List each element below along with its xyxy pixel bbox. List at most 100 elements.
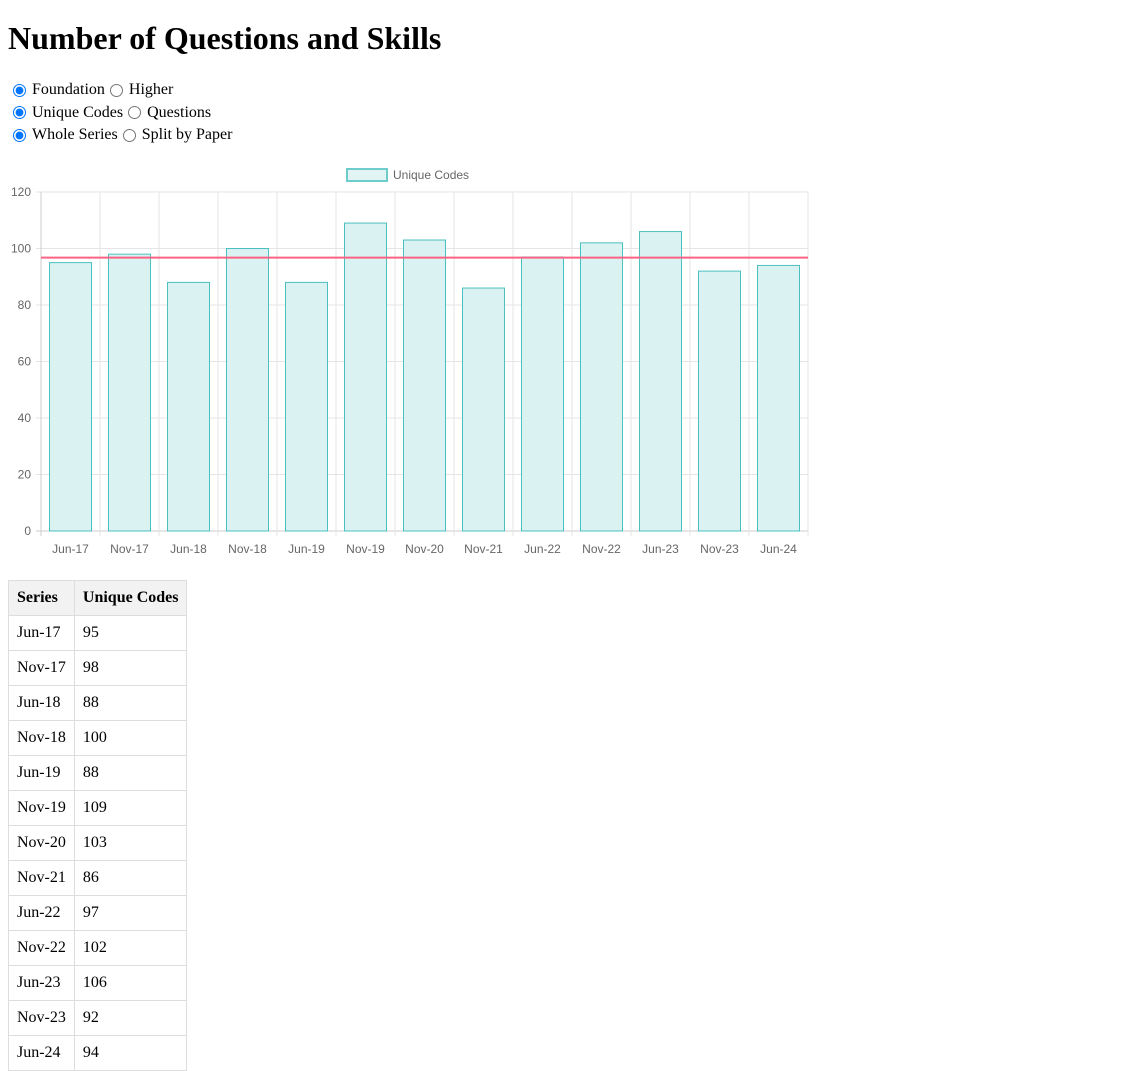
radio-button[interactable] [109, 83, 123, 97]
bar [344, 222, 387, 532]
bar [521, 256, 564, 532]
cell-value: 109 [73, 790, 188, 826]
radio-option[interactable]: Unique Codes [8, 103, 123, 123]
cell-series: Jun-22 [8, 895, 75, 931]
cell-value: 103 [73, 825, 188, 861]
cell-value: 92 [73, 1000, 188, 1036]
cell-series: Jun-18 [8, 685, 75, 721]
y-tick-label: 40 [18, 411, 32, 425]
bar [403, 239, 446, 532]
bar [462, 287, 505, 532]
y-tick-label: 100 [11, 242, 31, 256]
x-tick-label: Nov-19 [346, 542, 385, 556]
radio-button[interactable] [13, 128, 26, 142]
cell-value: 88 [73, 685, 188, 721]
x-tick-label: Nov-22 [582, 542, 621, 556]
radio-option[interactable]: Higher [105, 80, 173, 100]
radio-label: Unique Codes [32, 103, 124, 121]
x-tick-label: Jun-17 [52, 542, 89, 556]
options-panel: Foundation Higher Unique Codes Questions Who… [8, 80, 232, 148]
table-row: Nov-18 100 [8, 720, 188, 756]
cell-series: Nov-18 [8, 720, 75, 756]
cell-series: Jun-24 [8, 1035, 75, 1071]
cell-series: Jun-17 [8, 615, 75, 651]
cell-value: 94 [73, 1035, 188, 1071]
radio-button[interactable] [122, 128, 136, 142]
cell-series: Nov-19 [8, 790, 75, 826]
table-row: Nov-21 86 [8, 860, 188, 896]
table-row: Nov-22 102 [8, 930, 188, 966]
radio-button[interactable] [13, 83, 26, 97]
cell-series: Nov-20 [8, 825, 75, 861]
bar [226, 248, 269, 532]
x-tick-label: Jun-18 [170, 542, 207, 556]
table-row: Jun-17 95 [8, 615, 188, 651]
x-tick-label: Nov-17 [110, 542, 149, 556]
bar [108, 253, 151, 532]
table-row: Jun-23 106 [8, 965, 188, 1001]
table-row: Jun-22 97 [8, 895, 188, 931]
bar [49, 262, 92, 532]
cell-series: Jun-19 [8, 755, 75, 791]
cell-value: 95 [73, 615, 188, 651]
radio-label: Split by Paper [141, 126, 233, 143]
table-row: Nov-20 103 [8, 825, 188, 861]
legend-swatch [346, 168, 388, 182]
bar [698, 270, 741, 532]
radio-label: Whole Series [32, 126, 118, 143]
y-tick-label: 60 [18, 355, 32, 369]
y-tick-label: 20 [18, 468, 32, 482]
data-table: Series Unique Codes Jun-17 95 Nov-17 98 Jun-… [8, 580, 188, 1071]
x-tick-label: Jun-19 [288, 542, 325, 556]
cell-value: 106 [73, 965, 188, 1001]
bar [757, 264, 800, 532]
radio-option[interactable]: Questions [123, 103, 211, 123]
table-row: Jun-24 94 [8, 1035, 188, 1071]
x-tick-label: Nov-21 [464, 542, 503, 556]
legend-label: Unique Codes [393, 168, 469, 182]
table-row: Nov-23 92 [8, 1000, 188, 1036]
cell-value: 86 [73, 860, 188, 896]
y-tick-label: 80 [18, 298, 32, 312]
bar [167, 281, 210, 532]
cell-series: Nov-21 [8, 860, 75, 896]
cell-value: 100 [73, 720, 188, 756]
bar [580, 242, 623, 532]
bar [639, 231, 682, 532]
cell-value: 98 [73, 650, 188, 686]
option-group: Unique Codes Questions [8, 103, 232, 126]
cell-series: Jun-23 [8, 965, 75, 1001]
radio-label: Questions [147, 103, 212, 121]
x-tick-label: Nov-18 [228, 542, 267, 556]
header-series: Series [8, 580, 75, 616]
cell-series: Nov-17 [8, 650, 75, 686]
radio-option[interactable]: Split by Paper [118, 125, 233, 145]
cell-value: 97 [73, 895, 188, 931]
table-row: Nov-17 98 [8, 650, 188, 686]
option-group: Whole Series Split by Paper [8, 125, 232, 148]
radio-button[interactable] [128, 106, 142, 119]
cell-value: 102 [73, 930, 188, 966]
cell-series: Nov-22 [8, 930, 75, 966]
y-tick-label: 0 [24, 524, 31, 538]
x-tick-label: Nov-20 [405, 542, 444, 556]
radio-button[interactable] [13, 106, 26, 119]
x-tick-label: Nov-23 [700, 542, 739, 556]
cell-value: 88 [73, 755, 188, 791]
table-row: Nov-19 109 [8, 790, 188, 826]
bar [285, 281, 328, 532]
x-tick-label: Jun-23 [642, 542, 679, 556]
table-row: Jun-19 88 [8, 755, 188, 791]
page-title: Number of Questions and Skills [8, 20, 442, 56]
radio-label: Higher [128, 81, 174, 98]
y-tick-label: 120 [11, 185, 31, 199]
bar-chart: 0 20 40 60 80 100 120 Jun-17 Nov-17 Jun-18 Nov-18 J… [11, 168, 809, 556]
x-tick-label: Jun-22 [524, 542, 561, 556]
radio-option[interactable]: Foundation [8, 80, 105, 100]
header-unique-codes: Unique Codes [73, 580, 188, 616]
radio-option[interactable]: Whole Series [8, 125, 118, 145]
table-row: Jun-18 88 [8, 685, 188, 721]
option-group: Foundation Higher [8, 80, 232, 103]
radio-label: Foundation [32, 81, 105, 98]
x-tick-label: Jun-24 [760, 542, 797, 556]
